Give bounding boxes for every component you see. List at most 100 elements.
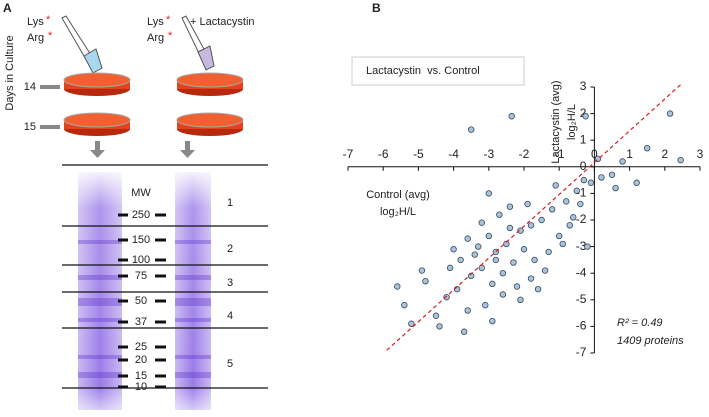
- x-tick-label: -6: [378, 147, 389, 161]
- point: [584, 243, 591, 250]
- y-tick-label: -1: [576, 186, 587, 200]
- point: [499, 270, 507, 277]
- x-tick-label: -5: [413, 147, 424, 161]
- mw-label: 20: [135, 354, 147, 366]
- point: [556, 232, 563, 240]
- point: [443, 293, 450, 301]
- fraction-label: 4: [227, 310, 233, 322]
- point: [541, 267, 549, 274]
- pipette-tip: [83, 48, 103, 74]
- point: [598, 174, 605, 181]
- y-axis-title: Lactacystin (avg): [550, 80, 562, 163]
- point: [422, 277, 429, 285]
- point: [464, 235, 471, 242]
- point: [499, 291, 507, 298]
- mw-dash: [118, 374, 128, 378]
- y-tick-label: -5: [576, 292, 587, 306]
- mw-label: 37: [135, 316, 147, 328]
- panel-label: B: [372, 1, 381, 15]
- point: [485, 232, 492, 240]
- mw-dash: [155, 345, 166, 349]
- y-label: Days in Culture: [4, 35, 16, 110]
- point: [612, 184, 619, 192]
- point: [548, 206, 556, 213]
- y-tick-label: -3: [576, 239, 587, 253]
- point: [517, 296, 524, 303]
- y-tick-label: -6: [576, 319, 587, 333]
- mw-dash: [155, 385, 166, 389]
- gel-lane-shade: [78, 172, 122, 410]
- fraction-label: 5: [227, 358, 233, 370]
- mw-dash: [155, 358, 166, 362]
- day-label: 14: [24, 81, 36, 93]
- mw-dash: [155, 299, 166, 303]
- y-tick-label: -7: [576, 345, 587, 359]
- point: [573, 187, 580, 194]
- mw-dash: [118, 213, 128, 217]
- asterisk: *: [168, 30, 173, 42]
- point: [580, 176, 588, 184]
- fraction-label: 2: [227, 243, 233, 255]
- point: [471, 251, 478, 258]
- point: [408, 320, 415, 327]
- day-bar: [40, 125, 60, 129]
- point: [401, 301, 408, 309]
- asterisk: *: [46, 14, 51, 26]
- point: [527, 222, 535, 229]
- arrow: [90, 141, 105, 158]
- point: [570, 214, 577, 221]
- point: [566, 222, 573, 229]
- mw-dash: [155, 238, 166, 242]
- point: [436, 323, 443, 330]
- point: [475, 243, 482, 250]
- mw-dash: [155, 213, 166, 217]
- mw-label: 250: [132, 209, 150, 221]
- mw-title: MW: [131, 187, 151, 199]
- mw-label: 150: [132, 234, 150, 246]
- y-tick-label: 0: [580, 159, 587, 173]
- x-tick-label: -2: [519, 147, 530, 161]
- gel-lane-shade: [175, 172, 211, 410]
- mw-label: 100: [132, 254, 150, 266]
- y-tick-label: 1: [580, 132, 587, 146]
- point: [432, 312, 440, 319]
- label-lys: Lys: [27, 16, 44, 28]
- mw-dash: [155, 320, 166, 324]
- point: [677, 156, 684, 164]
- mw-dash: [155, 374, 166, 378]
- treatment-label: + Lactacystin: [190, 16, 255, 28]
- arrow: [180, 141, 195, 158]
- x-tick-label: -7: [343, 147, 354, 161]
- point: [418, 267, 426, 274]
- x-tick-label: 1: [626, 147, 633, 161]
- label-arg: Arg: [27, 32, 44, 44]
- point: [508, 113, 515, 120]
- x-tick-label: 3: [697, 147, 704, 161]
- point: [563, 198, 570, 205]
- point: [633, 179, 640, 186]
- panel-a: Lys * Arg * Lys * Arg * + Lactacystin Da…: [4, 14, 268, 410]
- point: [608, 171, 616, 178]
- scatter-chart: Lactacystin vs. Control Control (avg) lo…: [343, 56, 704, 359]
- point: [510, 259, 517, 266]
- asterisk: *: [166, 14, 171, 26]
- mw-dash: [155, 258, 166, 262]
- point: [492, 256, 500, 264]
- annotation: 1409 proteins: [617, 335, 684, 347]
- point: [587, 179, 595, 186]
- mw-dash: [155, 274, 166, 278]
- point: [450, 246, 457, 253]
- point: [478, 219, 485, 226]
- point: [524, 200, 531, 208]
- y-tick-label: 3: [580, 79, 587, 93]
- asterisk: *: [48, 30, 53, 42]
- point: [538, 216, 545, 224]
- x-tick-label: -1: [554, 147, 565, 161]
- mw-label: 75: [135, 270, 147, 282]
- annotation: R² = 0.49: [617, 317, 663, 329]
- day-label: 15: [24, 121, 36, 133]
- point: [619, 158, 626, 165]
- point: [482, 301, 489, 309]
- mw-label: 50: [135, 295, 147, 307]
